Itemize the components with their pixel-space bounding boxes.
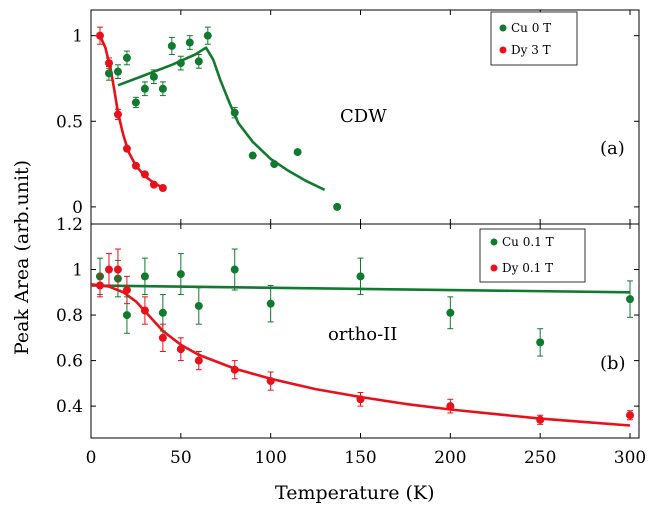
data-point-dy-0-1-t [158,333,167,342]
panel-b: 0.4 0.6 0.8 1 1.2 0 50 100 150 200 250 300 ortho-I… [56,215,646,468]
x-tick-label: 300 [614,448,646,468]
data-point-cu-0-1-t [122,311,131,320]
panel-a-ticks [90,10,639,224]
panel-b-points [95,248,635,425]
panel-b-ytick-labels: 0.4 0.6 0.8 1 1.2 [56,215,83,417]
x-axis-label: Temperature (K) [275,482,435,504]
panel-b-legend-box [479,228,586,283]
data-point-cu-0-1-t [356,272,365,281]
data-point-dy-3-t [95,31,104,40]
panel-b-ytick-label: 0.6 [56,352,83,372]
data-point-cu-0-1-t [230,265,239,274]
data-point-dy-3-t [122,144,131,153]
x-tick-label: 0 [86,448,97,468]
data-point-dy-0-1-t [194,356,203,365]
data-point-cu-0-1-t [446,308,455,317]
data-point-dy-0-1-t [356,395,365,404]
data-point-dy-0-1-t [95,281,104,290]
legend-marker-dy-01t [490,264,498,272]
data-point-cu-0-t [113,67,122,76]
data-point-dy-0-1-t [536,415,545,424]
data-point-cu-0-t [270,160,279,169]
data-point-cu-0-t [293,148,302,157]
panel-b-ytick-label: 1.2 [56,215,83,235]
data-point-dy-3-t [140,170,149,179]
data-point-cu-0-t [149,72,158,81]
data-point-cu-0-t [203,31,212,40]
legend-marker-cu-0t [499,24,507,32]
fit-line-cu-0-t [117,46,326,191]
x-tick-label: 100 [254,448,286,468]
data-point-cu-0-t [158,84,167,93]
x-tick-label: 200 [434,448,466,468]
panel-a-legend-box [490,11,578,66]
panel-b-annotation: ortho-II [328,324,397,345]
data-point-dy-3-t [149,180,158,189]
data-point-cu-0-1-t [536,338,545,347]
panel-a-ytick-label: 1 [72,27,83,47]
panel-b-ticks [90,223,639,438]
legend-marker-dy-3t [499,46,507,54]
data-point-dy-3-t [131,161,140,170]
x-tick-labels: 0 50 100 150 200 250 300 [86,448,647,468]
panel-b-ytick-label: 0.4 [56,397,83,417]
panel-b-ytick-label: 1 [72,261,83,281]
data-point-cu-0-t [122,53,131,62]
legend-label-dy-3t: Dy 3 T [511,43,551,57]
legend-label-cu-0t: Cu 0 T [511,21,551,35]
data-point-cu-0-t [333,202,342,211]
panel-a-ytick-label: 0.5 [56,112,83,132]
fit-line-dy-0-1-t [90,283,631,427]
data-point-cu-0-t [185,38,194,47]
data-point-cu-0-t [131,98,140,107]
data-point-dy-0-1-t [626,411,635,420]
panel-a-annotation: CDW [340,106,387,127]
data-point-cu-0-t [176,59,185,68]
panel-a-points [95,26,342,211]
data-point-cu-0-1-t [140,272,149,281]
data-point-dy-0-1-t [176,345,185,354]
legend-label-cu-01t: Cu 0.1 T [502,235,554,249]
data-point-dy-0-1-t [230,365,239,374]
data-point-cu-0-1-t [194,301,203,310]
data-point-dy-0-1-t [104,265,113,274]
data-point-dy-3-t [158,184,167,193]
data-point-cu-0-t [167,41,176,50]
panel-a-legend: Cu 0 T Dy 3 T [490,11,578,66]
x-tick-label: 250 [524,448,556,468]
x-tick-label: 150 [344,448,376,468]
data-point-cu-0-1-t [176,270,185,279]
panel-a-ytick-label: 0 [72,198,83,218]
data-point-cu-0-t [230,108,239,117]
data-point-dy-3-t [104,59,113,68]
data-point-cu-0-1-t [158,308,167,317]
data-point-dy-0-1-t [446,402,455,411]
data-point-cu-0-t [104,69,113,78]
panel-b-frame [90,223,640,439]
panel-b-legend: Cu 0.1 T Dy 0.1 T [479,228,586,283]
data-point-dy-3-t [113,110,122,119]
panel-b-ytick-label: 0.8 [56,306,83,326]
data-point-dy-0-1-t [140,306,149,315]
data-point-cu-0-1-t [266,299,275,308]
data-point-dy-0-1-t [266,377,275,386]
y-axis-label: Peak Area (arb.unit) [11,160,33,355]
data-point-cu-0-1-t [626,295,635,304]
data-point-dy-0-1-t [122,286,131,295]
legend-label-dy-01t: Dy 0.1 T [502,261,553,275]
data-point-dy-0-1-t [113,265,122,274]
data-point-cu-0-t [140,84,149,93]
data-point-cu-0-t [248,151,257,160]
panel-a-label: (a) [600,138,625,159]
x-tick-label: 50 [170,448,192,468]
data-point-cu-0-t [194,57,203,66]
panel-b-label: (b) [600,353,626,374]
legend-marker-cu-01t [490,238,498,246]
panel-a: 00.51 CDW (a) Cu 0 T Dy 3 T [56,9,640,225]
panel-a-ytick-labels: 00.51 [56,27,83,218]
